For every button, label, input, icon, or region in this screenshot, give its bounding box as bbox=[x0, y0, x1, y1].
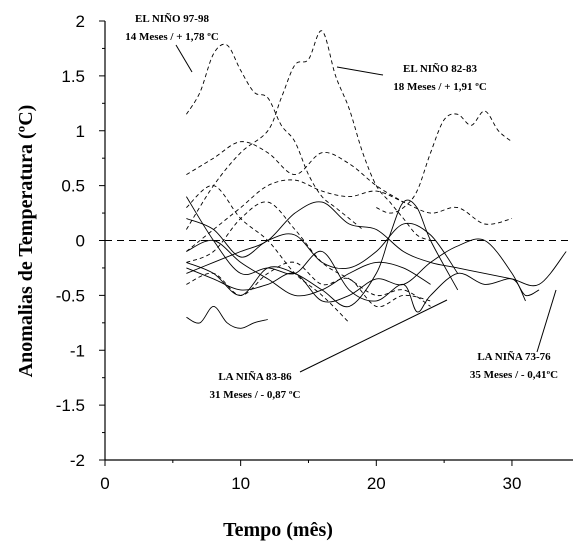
series-line-6 bbox=[186, 201, 431, 307]
x-tick-label: 30 bbox=[502, 474, 521, 493]
y-tick-label: 1 bbox=[76, 122, 85, 141]
y-tick-label: -1.5 bbox=[56, 396, 85, 415]
y-tick-label: 1.5 bbox=[61, 67, 85, 86]
annotation-leader bbox=[536, 289, 557, 353]
series-line-7 bbox=[186, 185, 350, 324]
annotation-detail: 31 Meses / - 0,87 ºC bbox=[209, 389, 300, 401]
annotation-detail: 18 Meses / + 1,91 ºC bbox=[393, 81, 487, 93]
series-line-12 bbox=[186, 239, 431, 297]
annotation-leader bbox=[336, 66, 384, 76]
y-tick-label: -2 bbox=[70, 451, 85, 470]
series-line-5 bbox=[186, 179, 513, 252]
series-line-8 bbox=[186, 261, 431, 308]
x-tick-label: 10 bbox=[231, 474, 250, 493]
series-line-3 bbox=[376, 110, 513, 214]
annotation-leader bbox=[299, 299, 448, 373]
series-line-13 bbox=[186, 305, 268, 329]
x-tick-label: 0 bbox=[100, 474, 109, 493]
y-tick-label: -1 bbox=[70, 341, 85, 360]
annotations: EL NIÑO 97-98 14 Meses / + 1,78 ºC EL NIÑO… bbox=[125, 13, 558, 401]
series-line-1 bbox=[186, 43, 363, 230]
annotation-title: EL NIÑO 97-98 bbox=[135, 13, 209, 25]
series-layer bbox=[186, 30, 567, 329]
annotation-title: EL NIÑO 82-83 bbox=[403, 63, 477, 75]
annotation-title: LA NIÑA 73-76 bbox=[477, 351, 551, 363]
annotation-detail: 14 Meses / + 1,78 ºC bbox=[125, 31, 219, 43]
series-line-11 bbox=[186, 201, 567, 287]
series-line-15 bbox=[186, 218, 459, 274]
series-line-4 bbox=[186, 141, 404, 203]
y-tick-label: 0.5 bbox=[61, 177, 85, 196]
annotation-leader bbox=[175, 44, 193, 73]
series-line-10 bbox=[186, 199, 459, 308]
x-tick-label: 20 bbox=[367, 474, 386, 493]
annotation-title: LA NIÑA 83-86 bbox=[218, 371, 292, 383]
series-line-2 bbox=[186, 30, 431, 241]
series-line-14 bbox=[186, 238, 526, 303]
y-tick-label: 2 bbox=[76, 12, 85, 31]
x-axis-label: Tempo (mês) bbox=[223, 519, 333, 541]
y-axis-label: Anomalias de Temperatura (ºC) bbox=[15, 105, 37, 378]
y-tick-label: 0 bbox=[76, 232, 85, 251]
y-tick-label: -0.5 bbox=[56, 286, 85, 305]
axes: 2 1.5 1 0.5 0 -0.5 -1 -1.5 -2 0 10 20 30 bbox=[56, 12, 573, 493]
series-line-9 bbox=[186, 196, 540, 313]
annotation-detail: 35 Meses / - 0,41ºC bbox=[470, 369, 558, 381]
